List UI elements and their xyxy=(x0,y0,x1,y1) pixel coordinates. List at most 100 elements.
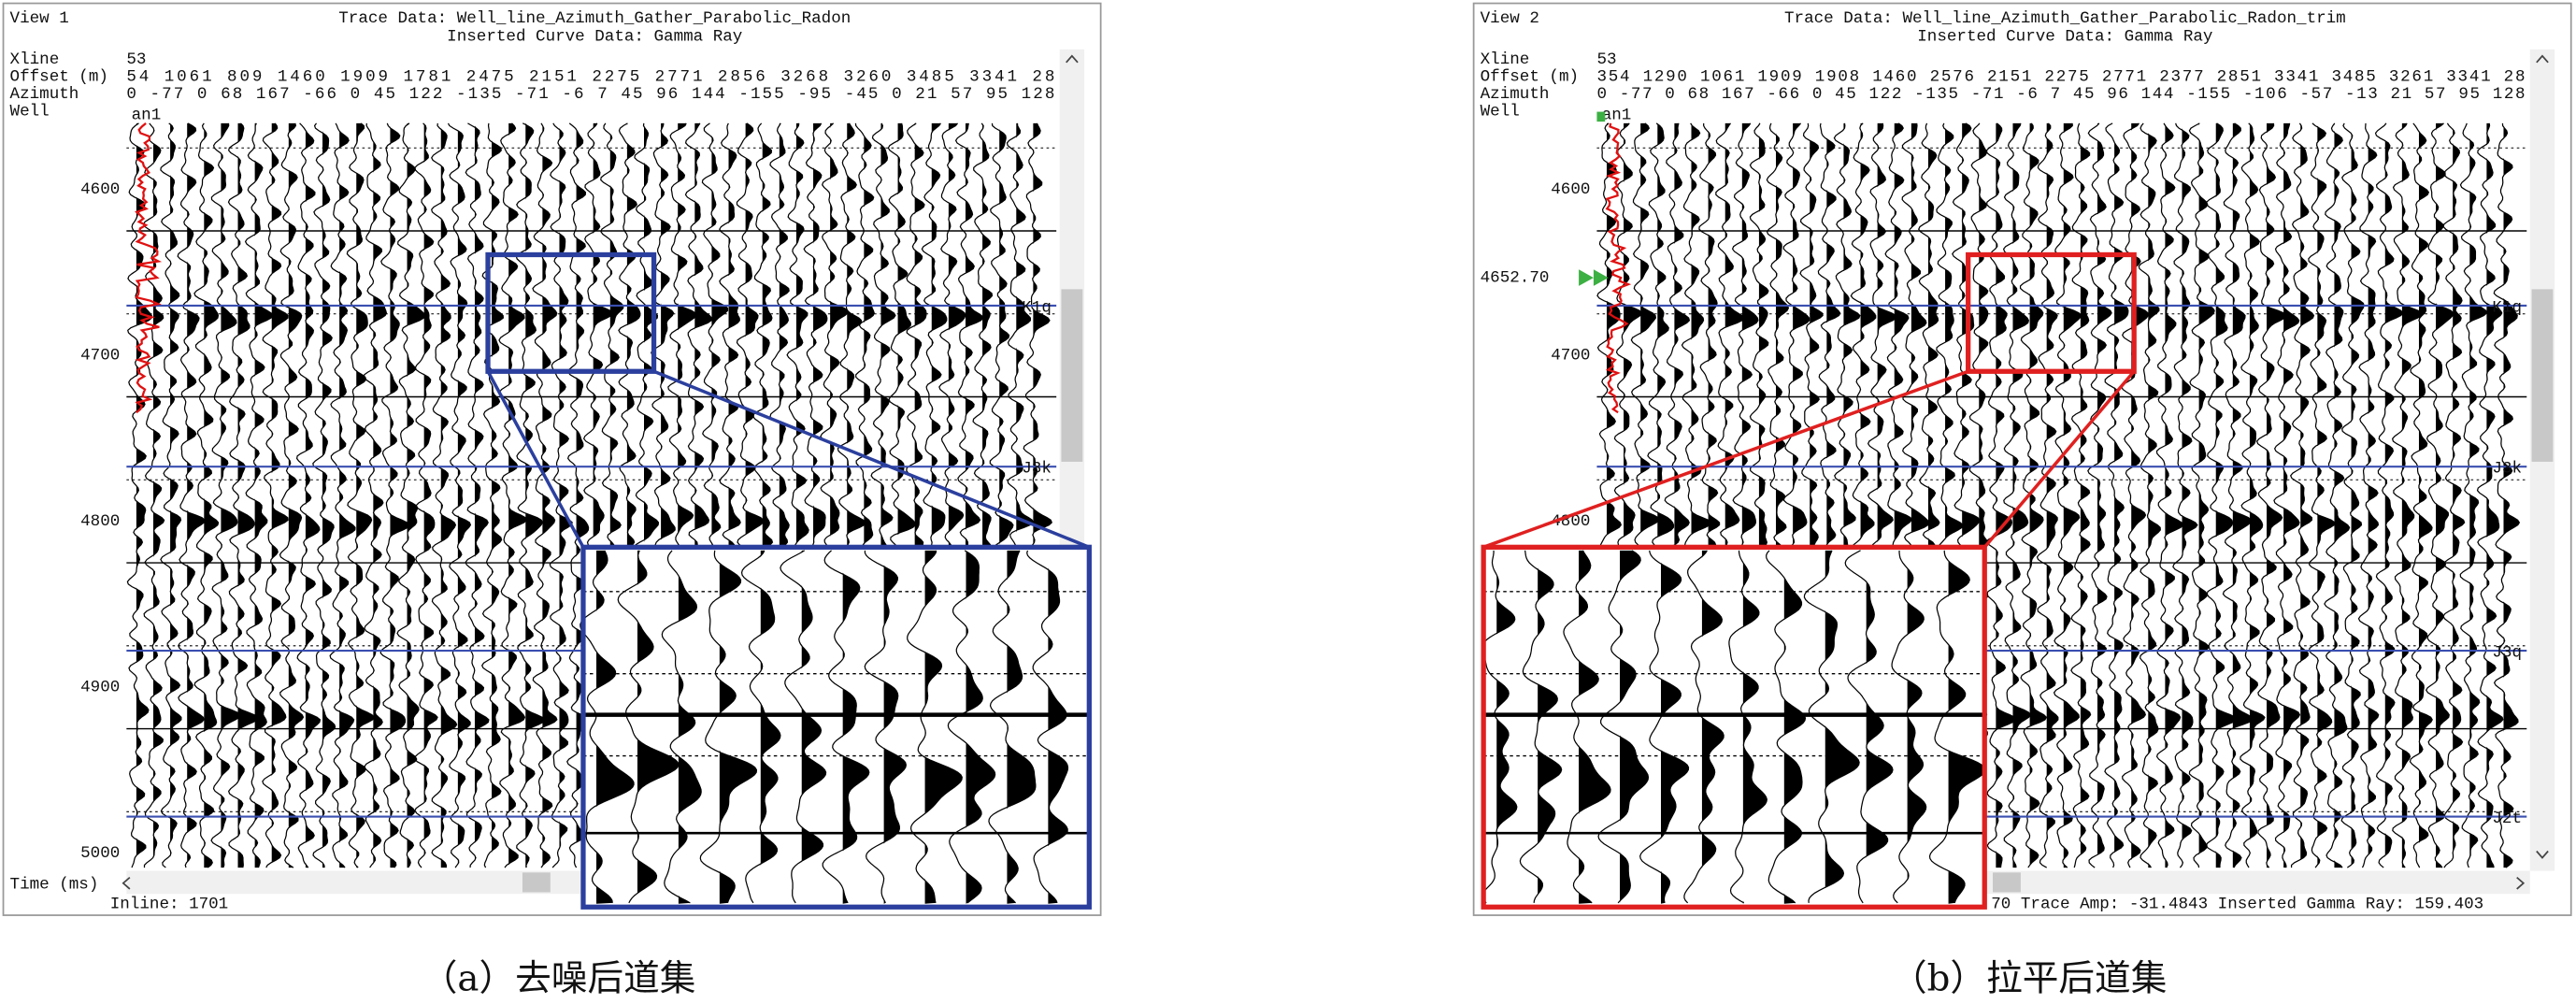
panel-caption: （b）拉平后道集 xyxy=(1891,957,2167,999)
wiggle-trace xyxy=(160,122,182,868)
horizon-label: J3k xyxy=(2492,460,2522,479)
wiggle-fill xyxy=(187,122,206,868)
wiggle-trace xyxy=(379,122,410,868)
wiggle-trace xyxy=(2409,122,2433,868)
vertical-scroll-thumb xyxy=(2531,289,2554,462)
header-label: Azimuth xyxy=(1481,85,1550,104)
wiggle-fill xyxy=(1538,550,1562,904)
wiggle-trace xyxy=(2289,122,2315,868)
wiggle-trace xyxy=(2172,122,2198,868)
wiggle-trace xyxy=(780,550,827,904)
wiggle-fill xyxy=(1496,550,1517,904)
wiggle-fill xyxy=(170,122,181,868)
wiggle-trace xyxy=(1597,550,1650,904)
wiggle-fill xyxy=(842,550,869,904)
time-tick-label: 4700 xyxy=(80,346,120,365)
status-text: Inline: 1701 xyxy=(110,895,228,913)
wiggle-trace xyxy=(740,550,781,904)
wiggle-trace xyxy=(2324,122,2351,868)
zoom-link xyxy=(1982,370,2136,549)
wiggle-trace xyxy=(2442,122,2466,868)
time-tick-label: 4700 xyxy=(1551,346,1590,365)
wiggle-trace xyxy=(2205,122,2238,868)
wiggle-fill xyxy=(2368,122,2379,868)
wiggle-fill xyxy=(694,122,712,868)
wiggle-trace xyxy=(480,122,505,868)
wiggle-trace xyxy=(2357,122,2380,868)
wiggle-trace xyxy=(244,122,274,868)
view-label: View 1 xyxy=(10,9,69,28)
wiggle-fill xyxy=(254,122,273,868)
wiggle-trace xyxy=(2087,122,2112,868)
wiggle-fill xyxy=(1742,550,1767,904)
wiggle-trace xyxy=(177,122,206,868)
wiggle-fill xyxy=(719,550,757,904)
scroll-right-arrow xyxy=(2516,876,2526,890)
wiggle-trace xyxy=(2138,122,2161,868)
wiggle-fill xyxy=(1660,550,1689,904)
wiggle-trace xyxy=(193,122,220,868)
wiggle-trace xyxy=(1891,550,1927,904)
wiggle-trace xyxy=(210,122,241,868)
time-tick-label: 4900 xyxy=(80,678,120,696)
horizon-label: K1q xyxy=(2492,298,2522,317)
zoom-link xyxy=(652,369,1090,549)
wiggle-trace xyxy=(396,122,426,868)
wiggle-trace xyxy=(447,122,472,868)
wiggle-trace xyxy=(329,122,356,868)
wiggle-trace xyxy=(279,122,305,868)
horizontal-scroll-thumb xyxy=(522,872,551,893)
wiggle-trace xyxy=(566,122,592,868)
wiggle-trace xyxy=(312,122,336,868)
trace-data-title: Trace Data: Well_line_Azimuth_Gather_Par… xyxy=(1784,9,2346,28)
wiggle-fill xyxy=(1624,122,1642,868)
wiggle-trace xyxy=(2053,122,2082,868)
well-pick-label: 4652.70 xyxy=(1481,269,1550,288)
wiggle-fill xyxy=(948,122,966,868)
wiggle-fill xyxy=(1793,122,1810,868)
wiggle-fill xyxy=(271,122,289,868)
wiggle-trace xyxy=(2493,122,2521,868)
horizontal-scroll-thumb xyxy=(1993,872,2021,893)
wiggle-fill xyxy=(1783,550,1806,904)
gamma-ray-curve xyxy=(135,122,163,414)
zoom-inset xyxy=(580,544,1092,910)
wiggle-fill xyxy=(830,122,848,868)
wiggle-trace xyxy=(2255,122,2287,868)
wiggle-fill xyxy=(2249,122,2265,868)
xline-value: 53 xyxy=(1596,50,1616,69)
wiggle-fill xyxy=(390,122,410,868)
wiggle-fill xyxy=(2401,122,2422,868)
wiggle-fill xyxy=(644,122,659,868)
wiggle-trace xyxy=(1639,550,1690,903)
wiggle-trace xyxy=(2476,122,2504,868)
well-pick-marker xyxy=(1579,269,1609,286)
wiggle-trace xyxy=(2036,122,2059,868)
status-text: 70 Trace Amp: -31.4843 Inserted Gamma Ra… xyxy=(1991,895,2483,913)
wiggle-fill xyxy=(2267,122,2287,868)
wiggle-fill xyxy=(678,550,702,904)
wiggle-fill xyxy=(2080,122,2091,868)
zoom-box xyxy=(1966,251,2137,374)
gather-view: View 2 Trace Data: Well_line_Azimuth_Gath… xyxy=(1472,2,2572,916)
wiggle-fill xyxy=(880,122,895,868)
time-axis-label: Time (ms) xyxy=(10,875,99,894)
wiggle-trace xyxy=(661,550,702,904)
wiggle-fill xyxy=(2453,122,2465,868)
wiggle-fill xyxy=(2029,122,2047,868)
wiggle-fill xyxy=(999,122,1015,868)
wiggle-trace xyxy=(532,122,558,868)
zoom-inset xyxy=(1481,544,1987,910)
wiggle-trace xyxy=(2459,122,2488,868)
wiggle-trace xyxy=(2374,122,2404,868)
wiggle-trace xyxy=(2002,122,2032,868)
wiggle-fill xyxy=(1007,550,1036,904)
wiggle-fill xyxy=(2114,122,2128,868)
wiggle-trace xyxy=(2070,122,2092,868)
wiggle-fill xyxy=(965,122,983,868)
wiggle-fill xyxy=(2317,122,2335,868)
wiggle-fill xyxy=(2198,122,2215,868)
wiggle-fill xyxy=(2436,122,2454,868)
wiggle-fill xyxy=(2283,122,2300,868)
wiggle-trace xyxy=(617,550,680,904)
